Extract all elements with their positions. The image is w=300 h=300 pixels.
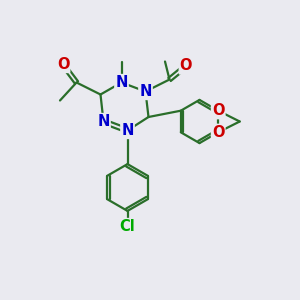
Text: O: O [212, 125, 224, 140]
Text: Cl: Cl [120, 219, 135, 234]
Text: N: N [97, 114, 110, 129]
Text: O: O [57, 57, 69, 72]
Text: O: O [180, 58, 192, 74]
Text: N: N [139, 84, 152, 99]
Text: N: N [121, 123, 134, 138]
Text: N: N [115, 75, 128, 90]
Text: O: O [212, 103, 224, 118]
